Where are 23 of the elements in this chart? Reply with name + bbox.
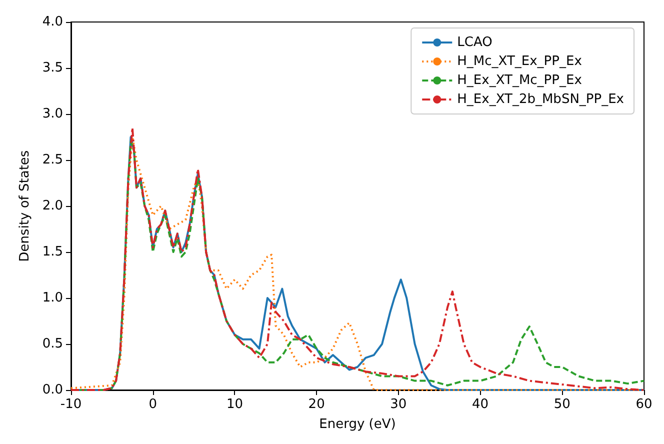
- x-axis-title: Energy (eV): [319, 417, 396, 432]
- x-tick-label: -10: [60, 397, 82, 412]
- y-tick-label: 0.5: [42, 336, 63, 352]
- y-tick-label: 3.0: [42, 106, 63, 122]
- y-tick-label: 4.0: [42, 14, 63, 30]
- y-tick-label: 3.5: [42, 60, 63, 76]
- legend-label: H_Mc_XT_Ex_PP_Ex: [457, 54, 582, 69]
- y-tick-label: 1.5: [42, 244, 63, 260]
- x-tick-label: 10: [226, 397, 243, 412]
- x-tick-label: 20: [308, 397, 325, 412]
- y-tick-label: 2.5: [42, 152, 63, 168]
- y-axis-title: Density of States: [17, 150, 32, 262]
- y-tick-label: 2.0: [42, 198, 63, 214]
- x-tick-label: 30: [390, 397, 407, 412]
- x-tick-label: 60: [636, 397, 652, 412]
- x-tick-label: 40: [472, 397, 489, 412]
- x-tick-label: 50: [554, 397, 570, 412]
- y-tick-label: 0.0: [42, 382, 63, 398]
- legend-label: H_Ex_XT_2b_MbSN_PP_Ex: [457, 92, 624, 107]
- legend-label: LCAO: [457, 35, 492, 50]
- y-tick-label: 1.0: [42, 290, 63, 306]
- x-tick-label: 0: [148, 397, 157, 412]
- legend-label: H_Ex_XT_Mc_PP_Ex: [457, 73, 582, 88]
